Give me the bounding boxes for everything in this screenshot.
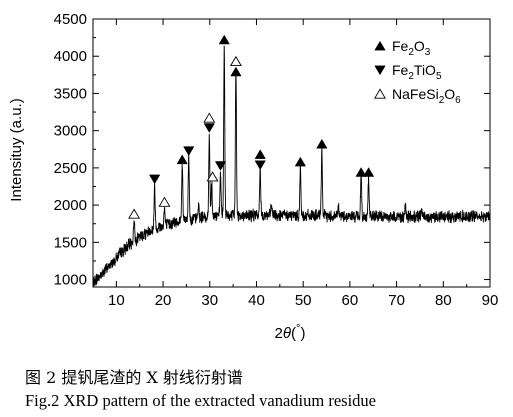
nafesi2o6-marker [128,208,141,219]
x-tick-label: 30 [201,292,218,309]
x-tick-label: 90 [482,292,499,309]
nafesi2o6-marker [229,55,242,67]
y-tick-label: 1000 [54,272,87,289]
x-axis-label: 2θ(°) [275,323,306,342]
fe2o3-marker [294,156,307,167]
fe2o3-marker [218,34,230,45]
fe2tio5-marker [254,160,266,171]
fe2o3-marker [316,138,328,149]
xrd-trace [92,45,491,287]
x-tick-label: 40 [248,292,265,309]
fe2tio5-legend-symbol [374,65,386,76]
legend: Fe2​O3​ Fe2​TiO5​ NaFeSi2​O6​ [374,38,461,106]
legend-label: NaFeSi2​O6​ [392,86,461,106]
y-tick-label: 2000 [54,197,87,214]
fe2tio5-marker [183,146,195,156]
nafesi2o6-marker [158,196,171,207]
figure-caption-chinese: 图 2 提钒尾渣的 X 射线衍射谱 [25,368,243,387]
fe2o3-legend-symbol [374,40,386,51]
x-tick-label: 20 [155,292,172,309]
x-tick-label: 50 [295,292,312,309]
phase-markers [128,34,375,219]
plot-axes: 10 20 30 40 50 60 70 80 90 1000 1500 2000 2500 3000 35… [54,11,499,309]
fe2o3-marker [230,66,242,77]
xrd-pattern-series [92,45,491,287]
nafesi2o6-marker [206,171,219,182]
x-tick-label: 70 [388,292,405,309]
x-tick-label: 80 [435,292,452,309]
fe2o3-marker [362,167,375,177]
figure-caption-english: Fig.2 XRD pattern of the extracted vanad… [25,391,376,410]
y-tick-label: 1500 [54,234,87,251]
y-tick-label: 2500 [54,160,87,177]
fe2tio5-marker [214,161,227,171]
y-tick-label: 3000 [54,123,87,140]
fe2tio5-marker [203,123,215,133]
fe2o3-marker [355,167,367,177]
fe2tio5-marker [149,174,161,185]
nafesi2o6-marker [203,112,216,123]
legend-label: Fe2​O3​ [392,38,431,58]
y-axis-label: Intensituy (a.u.) [8,98,25,201]
x-tick-label: 10 [108,292,125,309]
y-tick-label: 4000 [54,48,87,65]
fe2o3-marker [176,154,188,165]
legend-label: Fe2​TiO5​ [392,62,442,82]
y-tick-label: 3500 [54,85,87,102]
xrd-chart: 10 20 30 40 50 60 70 80 90 1000 1500 2000 2500 3000 35… [8,11,499,342]
nafesi2o6-legend-symbol [374,88,386,99]
y-tick-label: 4500 [54,11,87,28]
plot-frame [92,18,491,288]
x-tick-label: 60 [342,292,359,309]
fe2o3-marker [254,149,266,159]
